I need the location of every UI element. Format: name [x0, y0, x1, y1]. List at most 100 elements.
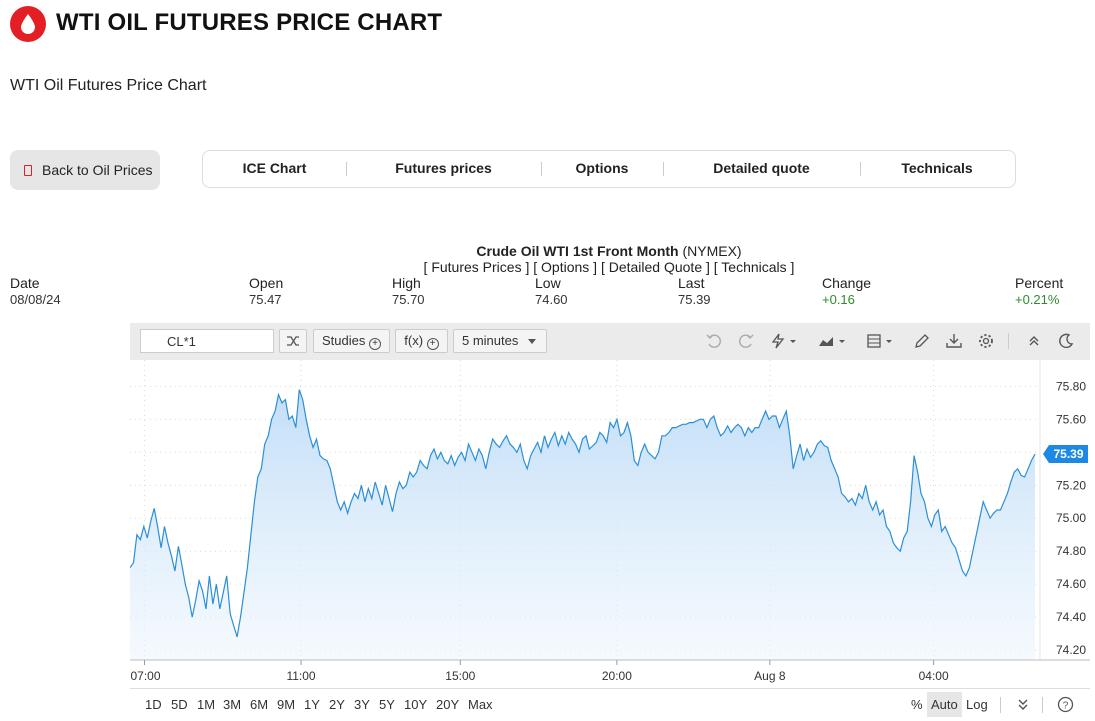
range-3y[interactable]: 3Y: [354, 697, 370, 712]
moon-icon[interactable]: [1057, 332, 1075, 350]
x-tick-label: Aug 8: [754, 669, 786, 683]
chart-tab-bar: ICE Chart Futures prices Options Detaile…: [202, 150, 1016, 188]
quote-label-change: Change: [822, 275, 872, 291]
range-9m[interactable]: 9M: [277, 697, 296, 712]
brand-drop-icon: [10, 6, 46, 42]
last-price-value: 75.39: [1053, 447, 1083, 461]
range-bar-divider: [130, 688, 1090, 689]
auto-scale-toggle[interactable]: Auto: [927, 692, 962, 717]
gear-icon[interactable]: [977, 332, 995, 350]
layout-icon[interactable]: [866, 332, 898, 350]
lightning-icon[interactable]: [770, 332, 800, 350]
page-title: WTI OIL FUTURES PRICE CHART: [56, 9, 443, 36]
tab-divider: [346, 162, 347, 176]
quote-instrument-name: Crude Oil WTI 1st Front Month: [476, 243, 679, 259]
symbol-input[interactable]: [140, 329, 274, 353]
collapse-icon[interactable]: [1025, 332, 1043, 350]
x-tick-label: 20:00: [602, 669, 632, 683]
range-20y[interactable]: 20Y: [436, 697, 460, 712]
studies-button[interactable]: Studies +: [313, 329, 390, 353]
y-tick-label: 74.20: [1056, 643, 1086, 657]
y-tick-label: 75.60: [1056, 412, 1086, 426]
y-tick-label: 74.60: [1056, 577, 1086, 591]
quote-value-low: 74.60: [535, 292, 568, 307]
quote-links[interactable]: [ Futures Prices ] [ Options ] [ Detaile…: [423, 259, 795, 275]
quote-label-date: Date: [10, 275, 40, 291]
chart-toolbar: Studies + f(x) + 5 minutes: [130, 323, 1090, 360]
last-price-label: 75.39: [1043, 444, 1088, 463]
back-icon: [24, 164, 32, 176]
percent-scale-toggle[interactable]: %: [911, 697, 923, 712]
price-chart[interactable]: 75.8075.6075.4075.2075.0074.8074.6074.40…: [130, 360, 1090, 687]
svg-text:?: ?: [1063, 701, 1069, 712]
quote-value-last: 75.39: [678, 292, 711, 307]
y-axis: 75.8075.6075.4075.2075.0074.8074.6074.40…: [1056, 379, 1086, 657]
range-max[interactable]: Max: [468, 697, 493, 712]
studies-add-icon: +: [369, 338, 381, 350]
quote-value-change: +0.16: [822, 292, 855, 307]
back-to-oil-prices-button[interactable]: Back to Oil Prices: [10, 150, 160, 190]
quote-label-percent: Percent: [1015, 275, 1064, 291]
tab-divider: [541, 162, 542, 176]
log-scale-toggle[interactable]: Log: [966, 697, 988, 712]
y-tick-label: 75.80: [1056, 379, 1086, 393]
x-tick-label: 15:00: [445, 669, 475, 683]
tab-ice-chart[interactable]: ICE Chart: [242, 160, 307, 176]
x-tick-label: 04:00: [919, 669, 949, 683]
quote-value-high: 75.70: [392, 292, 425, 307]
range-3m[interactable]: 3M: [223, 697, 242, 712]
interval-label: 5 minutes: [462, 333, 519, 348]
tab-technicals[interactable]: Technicals: [901, 160, 973, 176]
tab-detailed-quote[interactable]: Detailed quote: [713, 160, 810, 176]
quote-exchange: (NYMEX): [678, 243, 742, 259]
bottom-divider: [1042, 697, 1043, 713]
function-add-icon: +: [426, 338, 439, 350]
download-icon[interactable]: [945, 332, 963, 350]
pencil-icon[interactable]: [913, 332, 931, 350]
redo-icon[interactable]: [737, 332, 755, 350]
studies-label: Studies: [322, 333, 366, 348]
price-line: [130, 389, 1036, 638]
chart-type-icon[interactable]: [818, 332, 850, 350]
range-5y[interactable]: 5Y: [379, 697, 395, 712]
quote-label-last: Last: [678, 275, 705, 291]
x-tick-label: 11:00: [286, 669, 315, 683]
range-bar: 1D 5D 1M 3M 6M 9M 1Y 2Y 3Y 5Y 10Y 20Y Ma…: [130, 688, 1090, 721]
function-button[interactable]: f(x) +: [395, 329, 448, 353]
quote-title: Crude Oil WTI 1st Front Month (NYMEX): [0, 243, 1095, 259]
y-tick-label: 74.80: [1056, 544, 1086, 558]
quote-label-low: Low: [535, 275, 561, 291]
undo-icon[interactable]: [705, 332, 723, 350]
chevron-down-icon: [528, 339, 536, 344]
compare-button[interactable]: [279, 329, 307, 353]
tab-divider: [860, 162, 861, 176]
interval-select[interactable]: 5 minutes: [453, 329, 547, 353]
double-chevron-down-icon[interactable]: [1015, 697, 1031, 713]
range-1y[interactable]: 1Y: [304, 697, 320, 712]
range-1m[interactable]: 1M: [197, 697, 216, 712]
tab-futures-prices[interactable]: Futures prices: [395, 160, 492, 176]
range-6m[interactable]: 6M: [250, 697, 269, 712]
y-tick-label: 75.00: [1056, 511, 1086, 525]
range-5d[interactable]: 5D: [171, 697, 188, 712]
last-price-badge: [1043, 444, 1088, 463]
tab-options[interactable]: Options: [575, 160, 629, 176]
quote-value-open: 75.47: [249, 292, 282, 307]
y-tick-label: 75.20: [1056, 478, 1086, 492]
quote-value-date: 08/08/24: [10, 292, 61, 307]
back-button-label: Back to Oil Prices: [42, 162, 153, 178]
bottom-divider: [1000, 697, 1001, 713]
quote-value-percent: +0.21%: [1015, 292, 1060, 307]
function-label: f(x): [404, 333, 424, 348]
quote-label-open: Open: [249, 275, 284, 291]
range-1d[interactable]: 1D: [145, 697, 162, 712]
range-10y[interactable]: 10Y: [404, 697, 428, 712]
help-icon[interactable]: ?: [1057, 696, 1074, 713]
range-2y[interactable]: 2Y: [329, 697, 345, 712]
x-tick-label: 07:00: [130, 669, 160, 683]
tab-divider: [663, 162, 664, 176]
page-subtitle: WTI Oil Futures Price Chart: [10, 77, 207, 94]
quote-label-high: High: [392, 275, 421, 291]
compare-icon: [287, 336, 299, 346]
x-axis: 07:00 11:00 15:00 20:00 Aug 8 04:00: [130, 660, 949, 683]
